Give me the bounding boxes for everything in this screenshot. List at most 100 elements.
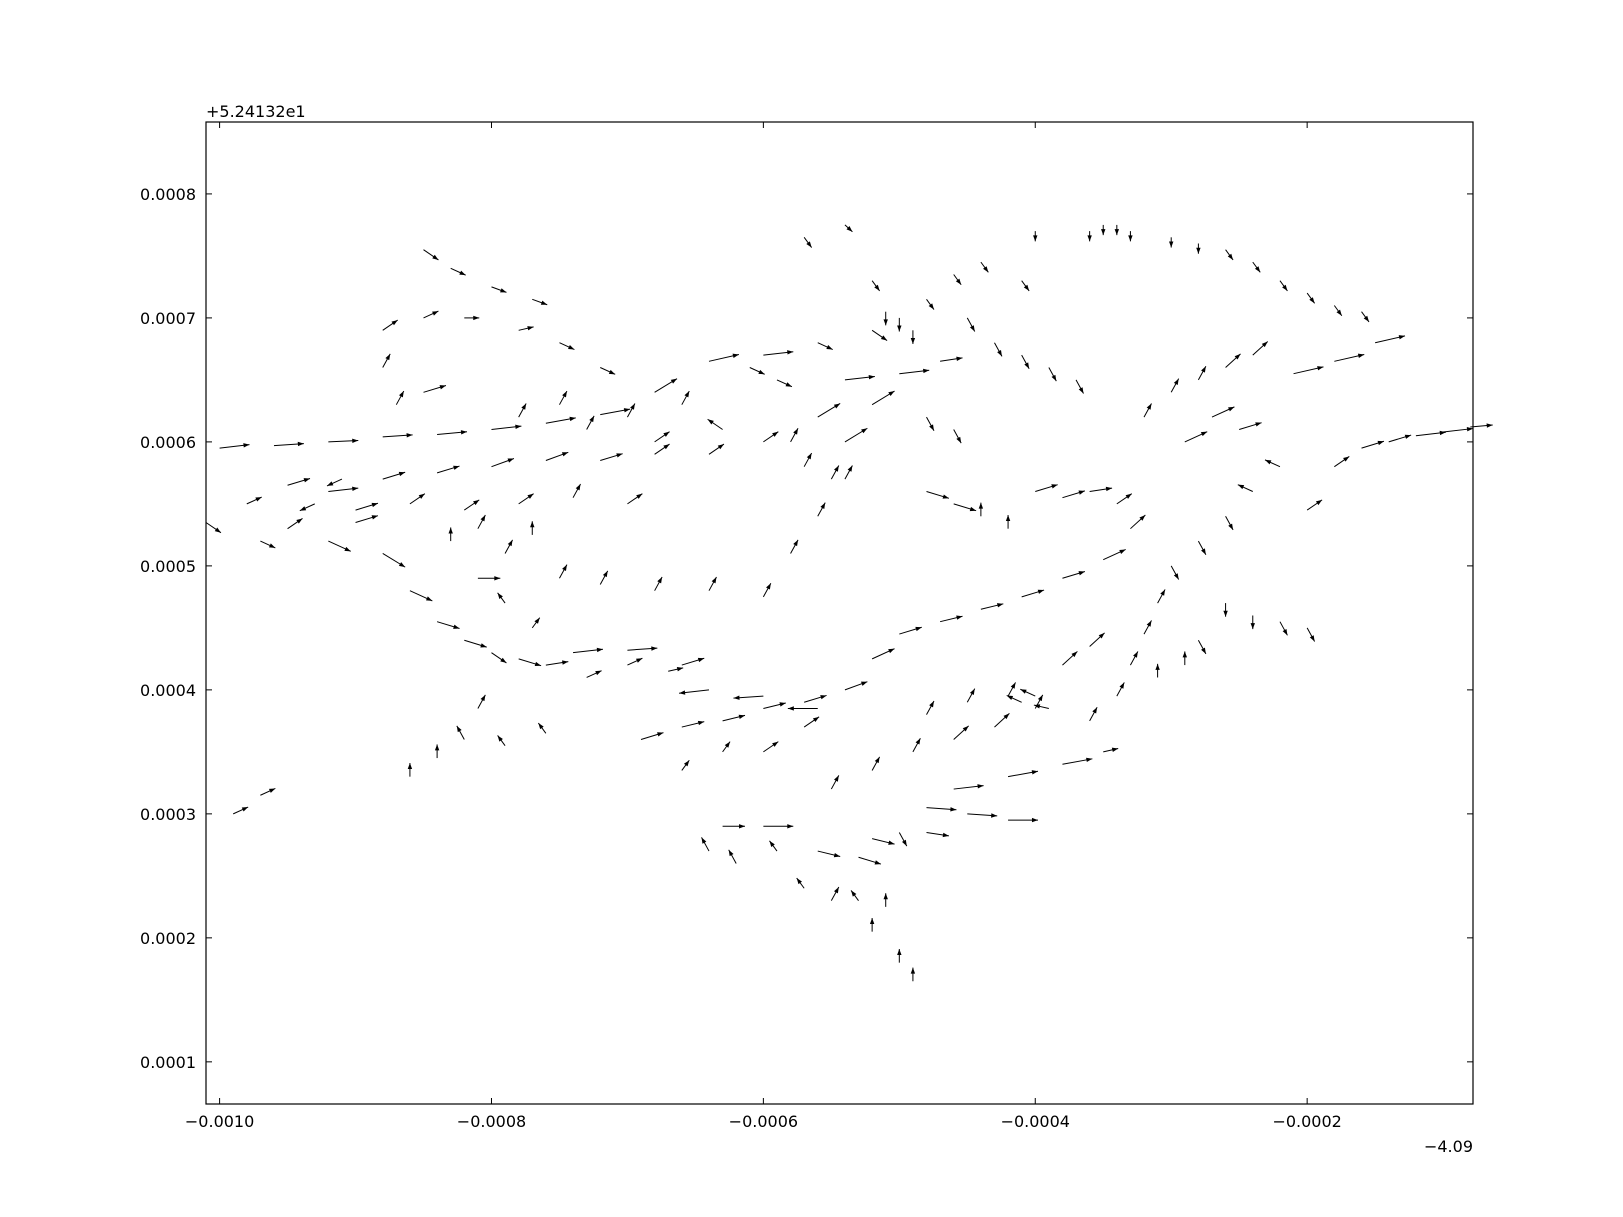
quiver-arrow-head xyxy=(1010,682,1016,689)
quiver-arrow xyxy=(1062,651,1078,666)
quiver-arrow-head xyxy=(1119,549,1126,554)
quiver-arrow-head xyxy=(602,570,608,578)
quiver-arrow-head xyxy=(787,824,794,829)
quiver-arrow-head xyxy=(1078,571,1085,576)
quiver-arrow-head xyxy=(880,335,888,341)
quiver-arrow xyxy=(763,702,786,709)
quiver-arrow xyxy=(787,706,818,711)
quiver-arrow-head xyxy=(255,497,262,502)
quiver-arrow-head xyxy=(1255,422,1262,427)
quiver-arrow-head xyxy=(663,444,670,450)
quiver-arrow-head xyxy=(241,807,249,812)
quiver-arrow-head xyxy=(398,471,406,477)
quiver-arrow-head xyxy=(910,967,916,974)
quiver-arrow xyxy=(897,949,902,963)
quiver-arrow xyxy=(328,438,359,444)
quiver-arrow xyxy=(530,521,535,535)
quiver-arrow-head xyxy=(996,603,1004,608)
quiver-arrow-head xyxy=(398,391,404,398)
quiver-arrow-head xyxy=(991,813,998,818)
quiver-arrow xyxy=(464,639,487,648)
quiver-arrow-head xyxy=(1234,353,1241,360)
quiver-arrow xyxy=(436,621,460,629)
quiver-arrow-head xyxy=(1466,427,1473,432)
quiver-arrow-head xyxy=(1031,770,1038,775)
quiver-arrow xyxy=(1225,249,1234,261)
quiver-arrow xyxy=(790,428,799,443)
quiver-arrow xyxy=(654,431,670,443)
quiver-arrow xyxy=(1264,459,1281,468)
quiver-arrow xyxy=(1048,367,1057,382)
quiver-arrow xyxy=(953,784,984,790)
quiver-arrow xyxy=(559,564,568,579)
quiver-arrow-head xyxy=(589,415,595,423)
quiver-arrow xyxy=(1443,427,1474,433)
quiver-arrow-head xyxy=(779,702,786,707)
quiver-arrow xyxy=(599,570,609,585)
quiver-arrow-head xyxy=(1343,456,1350,462)
x-tick-label: −0.0006 xyxy=(729,1112,798,1131)
quiver-arrow xyxy=(1128,231,1133,242)
quiver-arrow-head xyxy=(515,424,522,429)
quiver-arrow-head xyxy=(480,515,486,522)
quiver-arrow xyxy=(1021,589,1045,598)
quiver-arrow xyxy=(1361,311,1370,323)
quiver-arrow-head xyxy=(460,430,468,435)
quiver-arrow xyxy=(355,502,379,511)
quiver-arrow-head xyxy=(407,763,413,770)
quiver-arrow xyxy=(545,660,569,666)
quiver-arrow-head xyxy=(888,391,895,397)
x-tick-label: −0.0010 xyxy=(185,1112,254,1131)
quiver-arrow-head xyxy=(299,506,307,511)
quiver-arrow xyxy=(1033,704,1049,709)
quiver-arrow xyxy=(1021,354,1030,369)
quiver-arrow xyxy=(1170,378,1180,393)
quiver-arrow-head xyxy=(432,311,439,316)
quiver-arrow-head xyxy=(1227,253,1234,260)
quiver-arrow-head xyxy=(969,506,977,512)
quiver-arrow-head xyxy=(1309,297,1315,304)
quiver-arrow-head xyxy=(874,284,880,291)
quiver-arrow-head xyxy=(846,226,853,232)
quiver-arrow-head xyxy=(915,738,921,745)
quiver-arrow xyxy=(1306,499,1323,511)
quiver-arrow xyxy=(707,418,723,430)
quiver-arrow-head xyxy=(1005,515,1011,522)
quiver-arrow xyxy=(817,403,841,418)
quiver-arrow-head xyxy=(1261,341,1268,348)
quiver-arrow-head xyxy=(432,254,439,260)
quiver-arrow xyxy=(872,838,895,845)
quiver-arrow-head xyxy=(897,325,902,332)
quiver-arrow xyxy=(883,311,888,326)
quiver-arrow-head xyxy=(929,701,934,708)
quiver-arrow xyxy=(869,918,875,932)
quiver-arrow-head xyxy=(268,543,276,548)
quiver-arrow-head xyxy=(497,592,503,599)
quiver-arrow xyxy=(1089,486,1113,492)
quiver-arrow xyxy=(1005,515,1011,529)
quiver-arrow-head xyxy=(1336,309,1342,316)
quiver-arrow xyxy=(654,576,663,591)
quiver-arrow-head xyxy=(268,788,276,793)
quiver-arrow-head xyxy=(860,681,868,686)
quiver-arrow-head xyxy=(562,391,567,398)
quiver-arrow xyxy=(1182,651,1187,666)
quiver-arrow-head xyxy=(834,465,839,472)
axes-frame xyxy=(205,121,1474,1105)
quiver-arrow xyxy=(1252,341,1269,356)
quiver-arrow-head xyxy=(439,385,446,390)
quiver-arrow xyxy=(708,576,717,591)
quiver-arrow-head xyxy=(969,688,975,695)
quiver-arrow-head xyxy=(793,539,799,547)
quiver-arrow xyxy=(1225,353,1241,368)
quiver-arrow-head xyxy=(1404,434,1412,439)
quiver-arrow xyxy=(1114,224,1120,236)
quiver-arrow xyxy=(910,330,916,344)
quiver-arrow xyxy=(497,592,506,604)
quiver-arrow-head xyxy=(534,617,540,624)
quiver-arrow-head xyxy=(1196,247,1201,254)
quiver-arrow-head xyxy=(1146,620,1152,627)
quiver-arrow xyxy=(326,478,343,487)
y-tick-label: 0.0003 xyxy=(140,805,196,824)
quiver-arrow xyxy=(1116,493,1133,505)
